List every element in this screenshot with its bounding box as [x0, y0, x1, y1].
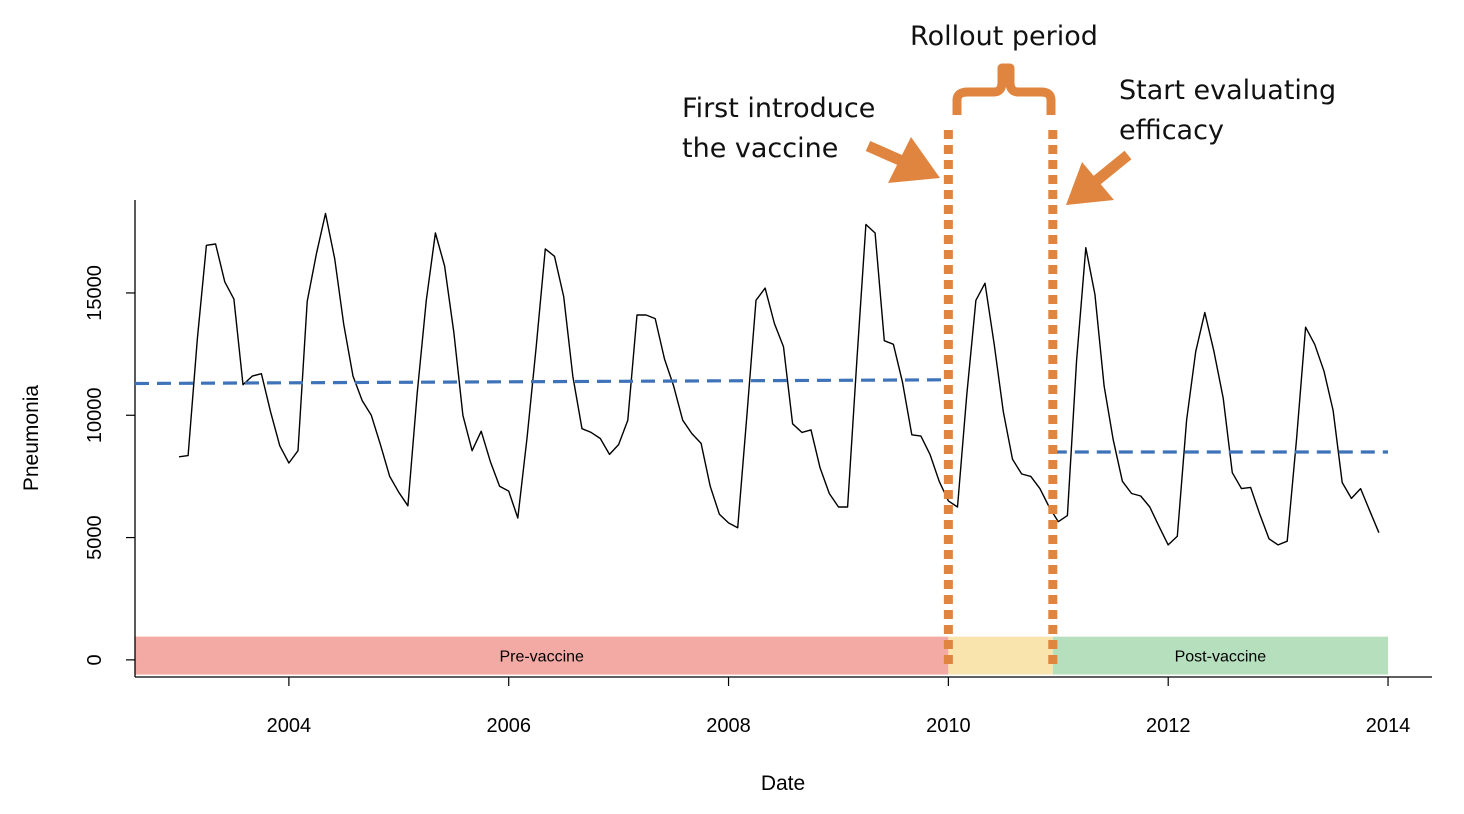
trend-line-1	[134, 378, 949, 386]
rollout-brace	[952, 63, 1056, 115]
period-label-2: Post-vaccine	[1175, 649, 1267, 666]
axes	[134, 200, 1432, 678]
first-introduce-label-1: First introduce	[682, 93, 875, 124]
x-tick-label-2008: 2008	[706, 715, 751, 737]
period-band-0	[135, 636, 949, 675]
arrow-right-icon	[1066, 150, 1132, 205]
rollout-label: Rollout period	[910, 21, 1098, 52]
first-introduce-label-2: the vaccine	[682, 133, 838, 164]
y-tick-label-5000: 5000	[84, 515, 106, 560]
start-evaluating-label-1: Start evaluating	[1119, 75, 1336, 106]
y-axis-title: Pneumonia	[20, 385, 43, 492]
pneumonia-line-0	[178, 212, 1380, 546]
y-tick-label-10000: 10000	[84, 387, 106, 443]
marker-group	[943, 130, 1058, 668]
x-axis-title: Date	[761, 772, 805, 795]
start-evaluating-label-2: efficacy	[1119, 115, 1224, 146]
x-tick-label-2014: 2014	[1366, 715, 1411, 737]
arrow-left-icon	[865, 137, 940, 183]
x-tick-label-2012: 2012	[1146, 715, 1191, 737]
period-label-0: Pre-vaccine	[499, 649, 584, 666]
x-tick-label-2004: 2004	[267, 715, 312, 737]
x-tick-label-2010: 2010	[926, 715, 971, 737]
y-tick-label-15000: 15000	[84, 265, 106, 321]
ticks: 2004 2006 2008 2010 2012 2014 0 5000 10000 15000	[84, 265, 1410, 737]
period-band-2	[1052, 636, 1389, 675]
period-bands	[135, 636, 1389, 675]
series-group	[134, 212, 1388, 546]
x-tick-label-2006: 2006	[486, 715, 531, 737]
period-band-1	[948, 636, 1053, 675]
annotations: Rollout period First introduce the vacci…	[682, 21, 1336, 205]
period-labels: Pre-vaccine Post-vaccine	[499, 649, 1266, 666]
y-tick-label-0: 0	[84, 654, 106, 665]
